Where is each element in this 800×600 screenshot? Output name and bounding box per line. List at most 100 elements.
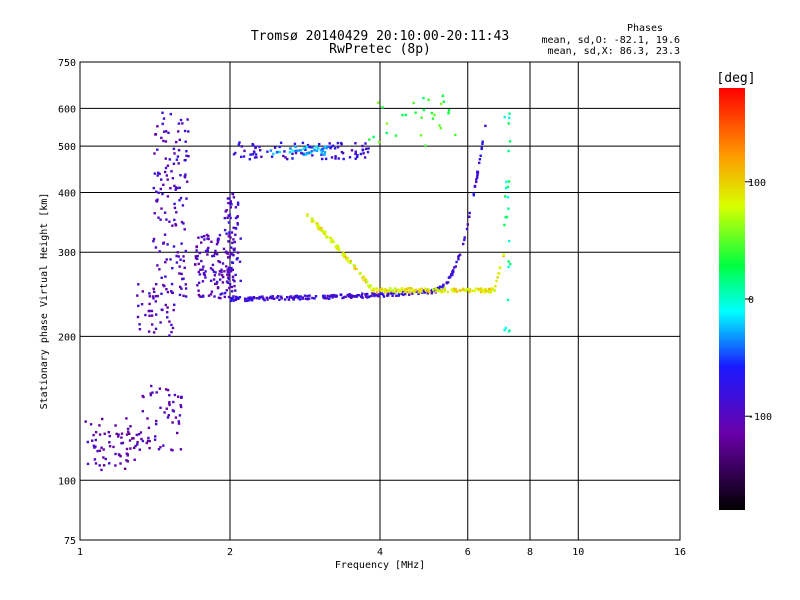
data-point — [197, 262, 200, 266]
data-point — [398, 291, 401, 294]
data-point — [229, 200, 232, 203]
data-point — [354, 142, 357, 145]
data-point — [380, 287, 383, 291]
data-point — [227, 274, 230, 277]
data-point — [363, 156, 367, 159]
data-point — [318, 143, 321, 146]
data-point — [447, 111, 450, 114]
data-point — [166, 388, 170, 392]
data-point — [165, 174, 168, 177]
data-point — [397, 288, 400, 291]
data-point — [115, 432, 118, 436]
data-point — [162, 444, 165, 447]
data-point — [127, 430, 130, 433]
data-point — [495, 279, 498, 283]
data-point — [187, 155, 190, 158]
data-point — [276, 295, 280, 298]
data-point — [125, 433, 129, 436]
data-point — [291, 296, 294, 300]
data-point — [341, 151, 345, 155]
data-point — [236, 201, 240, 204]
data-point — [125, 417, 128, 420]
data-point — [309, 146, 313, 149]
data-point — [508, 140, 512, 143]
data-point — [164, 166, 168, 170]
data-point — [155, 283, 158, 286]
data-point — [154, 435, 157, 438]
data-point — [94, 438, 97, 442]
data-point — [457, 258, 460, 261]
data-point — [219, 293, 222, 296]
data-point — [289, 295, 292, 299]
data-point — [503, 223, 506, 227]
chart-subtitle: RwPretec (8p) — [329, 42, 431, 57]
data-point — [354, 157, 357, 160]
data-point — [376, 294, 379, 298]
data-point — [357, 294, 361, 297]
data-point — [131, 437, 134, 440]
data-point — [233, 284, 236, 288]
data-point — [305, 145, 309, 149]
data-point — [218, 273, 221, 276]
data-point — [299, 149, 303, 152]
data-point — [101, 417, 104, 421]
y-tick-label: 600 — [58, 104, 76, 115]
data-point — [278, 298, 281, 301]
data-point — [151, 323, 154, 326]
data-point — [114, 424, 117, 427]
data-point — [153, 152, 156, 155]
data-point — [166, 306, 169, 309]
data-point — [293, 142, 297, 146]
data-point — [322, 296, 325, 299]
data-point — [400, 292, 403, 296]
data-point — [183, 228, 186, 231]
data-point — [297, 296, 301, 300]
data-point — [442, 283, 445, 286]
data-point — [200, 235, 203, 239]
data-point — [180, 287, 183, 290]
data-point — [86, 440, 89, 444]
data-point — [429, 289, 433, 293]
data-point — [141, 439, 145, 443]
data-point — [173, 202, 176, 206]
data-point — [248, 158, 251, 161]
data-point — [476, 173, 479, 176]
data-point — [206, 249, 209, 253]
data-point — [350, 149, 354, 152]
data-point — [393, 290, 397, 294]
data-point — [477, 289, 480, 292]
data-point — [226, 268, 229, 271]
data-point — [356, 154, 359, 157]
data-point — [232, 153, 236, 156]
data-point — [493, 289, 496, 292]
data-point — [507, 180, 511, 183]
data-point — [128, 439, 132, 442]
data-point — [117, 435, 120, 438]
data-point — [161, 192, 164, 196]
data-point — [108, 441, 111, 444]
data-point — [481, 142, 484, 145]
data-point — [334, 157, 337, 160]
data-point — [323, 296, 326, 300]
data-point — [162, 183, 165, 186]
data-point — [286, 296, 289, 299]
data-point — [170, 330, 173, 334]
data-point — [181, 204, 185, 207]
data-point — [346, 257, 350, 260]
data-point — [194, 255, 197, 258]
data-point — [94, 445, 97, 448]
data-point — [157, 216, 160, 219]
data-point — [128, 432, 131, 435]
data-point — [310, 219, 314, 222]
data-point — [508, 239, 511, 243]
y-tick-label: 75 — [64, 536, 76, 547]
data-point — [504, 186, 508, 190]
data-point — [108, 462, 111, 465]
data-point — [227, 240, 230, 243]
data-point — [331, 296, 334, 299]
data-point — [261, 296, 265, 300]
data-point — [454, 287, 457, 291]
data-point — [350, 296, 353, 299]
data-point — [382, 295, 386, 298]
data-point — [200, 241, 203, 244]
